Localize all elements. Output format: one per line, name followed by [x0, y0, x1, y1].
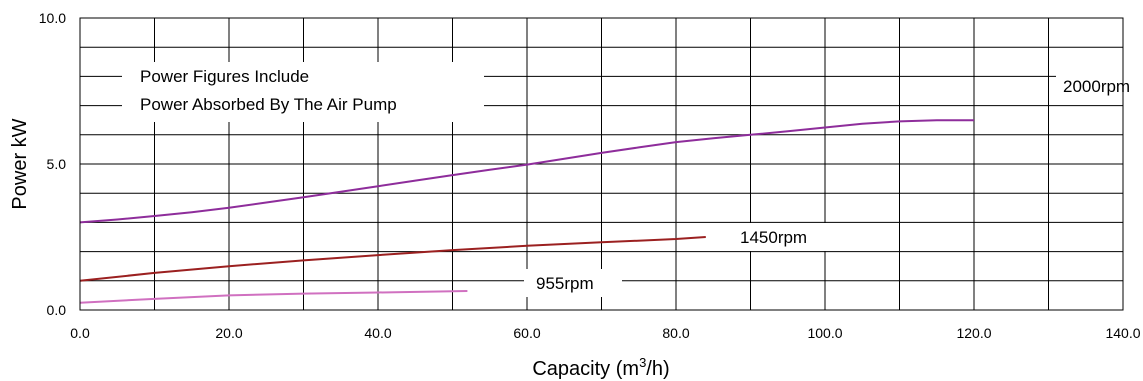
- x-tick-label: 120.0: [956, 325, 991, 341]
- x-tick-label: 20.0: [215, 325, 242, 341]
- x-tick-label: 40.0: [364, 325, 391, 341]
- y-tick-label: 5.0: [47, 156, 67, 172]
- series-line-955rpm: [79, 290, 468, 304]
- curve-label-2000rpm: 2000rpm: [1063, 77, 1130, 96]
- curve-labels: 2000rpm 1450rpm 955rpm: [524, 72, 1134, 297]
- plot-border: [79, 17, 1124, 311]
- power-note-line-2: Power Absorbed By The Air Pump: [140, 95, 397, 114]
- power-note-line-1: Power Figures Include: [140, 67, 309, 86]
- x-tick-label: 140.0: [1105, 325, 1140, 341]
- x-tick-label: 80.0: [662, 325, 689, 341]
- label-bg-955rpm: [524, 269, 622, 297]
- x-tick-label: 60.0: [513, 325, 540, 341]
- y-tick-label: 10.0: [39, 10, 66, 26]
- label-bg-1450rpm: [733, 223, 831, 251]
- label-bg-2000rpm: [1056, 72, 1134, 100]
- power-note-box: [122, 62, 484, 122]
- x-tick-labels: 0.0 20.0 40.0 60.0 80.0 100.0 120.0 140.0: [70, 325, 1140, 341]
- x-tick-label: 100.0: [807, 325, 842, 341]
- y-axis-title: Power kW: [9, 118, 31, 209]
- series-layer: [79, 119, 974, 304]
- x-tick-label: 0.0: [70, 325, 90, 341]
- series-line-1450rpm: [79, 236, 706, 282]
- power-note: Power Figures Include Power Absorbed By …: [122, 62, 484, 122]
- y-tick-label: 0.0: [47, 302, 67, 318]
- curve-label-1450rpm: 1450rpm: [740, 228, 807, 247]
- series-line-2000rpm: [79, 119, 974, 224]
- curve-label-955rpm: 955rpm: [536, 274, 594, 293]
- y-tick-labels: 0.0 5.0 10.0: [39, 10, 66, 318]
- x-axis-title: Capacity (m3/h): [532, 355, 669, 380]
